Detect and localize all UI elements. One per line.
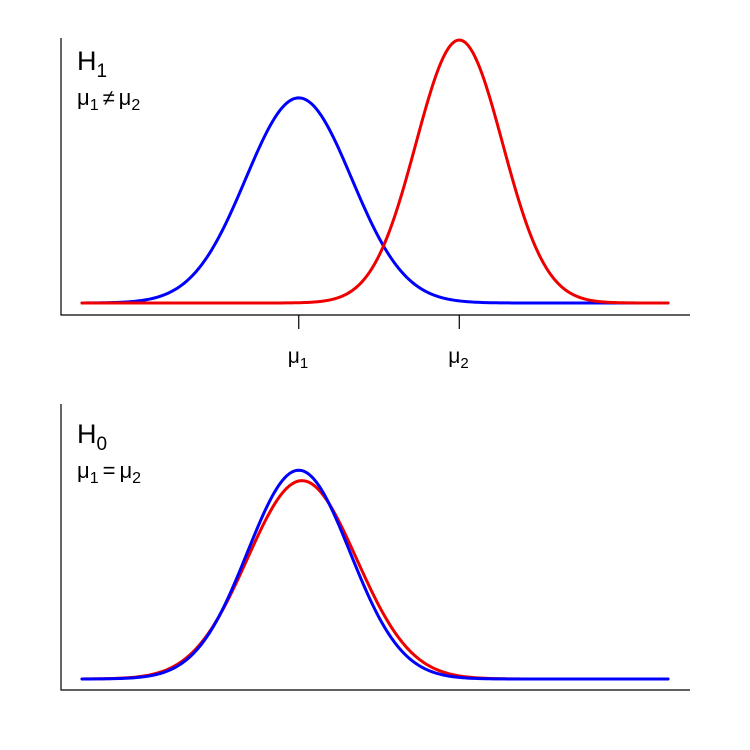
panel-h1: H1 μ1 ≠ μ2 μ1 μ2 [60, 38, 690, 372]
panel-h0-axes [60, 404, 690, 691]
red-density-curve [80, 38, 670, 305]
blue-density-curve [80, 468, 670, 681]
x-tick-label: μ1 [288, 345, 308, 372]
panel-h0-title: H0 [77, 419, 107, 455]
red-density-curve [80, 479, 670, 681]
panel-h1-axes [60, 38, 690, 316]
panel-h1-curves [80, 38, 670, 305]
panel-h1-x-ticks: μ1 μ2 [288, 315, 469, 372]
panel-h1-hypothesis: μ1 ≠ μ2 [77, 85, 140, 114]
blue-density-curve [80, 96, 670, 305]
panel-h0-hypothesis: μ1 = μ2 [77, 458, 141, 487]
panel-h0-curves [80, 468, 670, 681]
x-tick-label: μ2 [448, 345, 468, 372]
panel-h1-title: H1 [77, 46, 107, 82]
panel-h0: H0 μ1 = μ2 [60, 404, 690, 691]
